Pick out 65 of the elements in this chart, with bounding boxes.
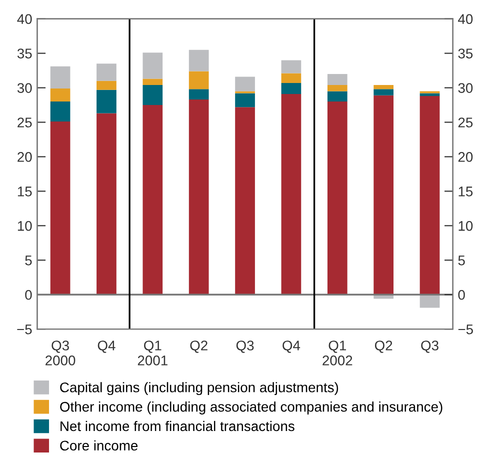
bar: [235, 93, 255, 108]
bar: [188, 50, 209, 72]
bar: [281, 73, 302, 83]
bar: [142, 85, 163, 106]
y-tick-label: 35: [17, 48, 32, 58]
x-tick-label: Q4: [98, 340, 116, 353]
bar: [327, 85, 348, 92]
bar: [327, 91, 348, 102]
y2-tick-label: 5: [458, 256, 465, 266]
x-tick-label: Q1 2002: [322, 340, 352, 366]
y-tick-label: 10: [18, 221, 32, 231]
x-tick-label: Q3 2000: [46, 340, 76, 366]
y2-tick-label: 30: [458, 83, 473, 93]
bar: [374, 89, 394, 96]
bar: [96, 80, 116, 90]
bar: [327, 102, 348, 295]
bar: [142, 78, 163, 86]
y-tick-label: 0: [25, 290, 32, 300]
bar: [142, 105, 163, 295]
y2-tick-label: 25: [458, 118, 473, 128]
bar: [142, 52, 163, 79]
bar: [235, 107, 255, 295]
y2-tick-label: 35: [458, 48, 473, 58]
y-tick-label: 20: [18, 152, 32, 162]
y2-tick-label: 15: [458, 186, 473, 196]
bar: [235, 76, 255, 92]
y-tick-label: 40: [17, 14, 32, 24]
x-tick-label: Q2: [190, 340, 208, 353]
bar: [374, 95, 394, 295]
bar: [281, 82, 302, 94]
y2-tick-label: 40: [458, 14, 473, 24]
y-tick-label: 25: [18, 118, 32, 128]
y-tick-label: 5: [25, 256, 32, 266]
x-tick-label: Q2: [374, 340, 392, 353]
y-tick-label: 30: [17, 83, 32, 93]
bar: [50, 122, 70, 295]
bar: [50, 88, 70, 102]
bar: [50, 66, 70, 88]
legend-label: Capital gains (including pension adjustments): [60, 382, 338, 396]
x-tick-label: Q1 2001: [138, 340, 168, 366]
legend-label: Net income from financial transactions: [60, 420, 294, 432]
legend-label: Other income (including associated companies and insurance): [60, 402, 442, 414]
x-tick-label: Q3: [236, 340, 254, 353]
bar: [327, 74, 348, 86]
bar: [96, 64, 116, 81]
bar: [50, 102, 70, 122]
bar: [281, 94, 302, 295]
bar: [374, 85, 394, 90]
bar: [188, 99, 209, 295]
y2-tick-label: 20: [458, 152, 473, 162]
bar: [96, 113, 116, 295]
bar: [188, 71, 209, 90]
bar: [420, 294, 440, 308]
y-tick-label: 15: [18, 186, 32, 196]
bar: [420, 96, 440, 295]
legend-label: Core income: [60, 440, 138, 451]
y2-tick-label: 10: [458, 221, 473, 231]
bar: [96, 90, 116, 114]
y2-tick-label: 0: [458, 290, 465, 300]
x-tick-label: Q3: [421, 340, 438, 353]
y-tick-label: −5: [17, 324, 32, 334]
bar: [281, 60, 302, 74]
bar: [188, 89, 209, 100]
x-tick-label: Q4: [282, 340, 300, 353]
y2-tick-label: −5: [458, 324, 473, 334]
